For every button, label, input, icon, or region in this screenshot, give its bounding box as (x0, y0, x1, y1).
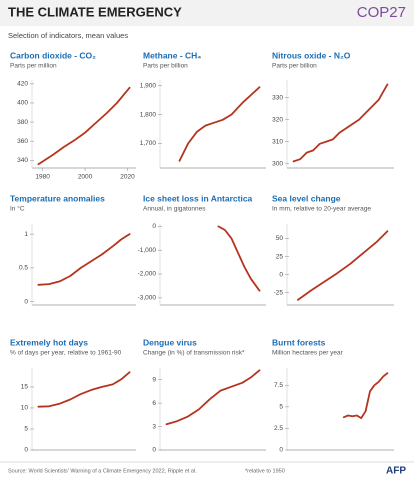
footnote: *relative to 1950 (245, 468, 285, 474)
data-line (292, 83, 389, 163)
panel-title: Extremely hot days (10, 337, 88, 347)
panel-subtitle: Parts per billion (272, 63, 317, 70)
y-tick-label: 300 (272, 160, 283, 167)
y-tick-label: 380 (17, 119, 28, 126)
panel-title: Sea level change (272, 193, 341, 203)
y-tick-label: 0 (279, 271, 283, 278)
panel-subtitle: % of days per year, relative to 1961-90 (10, 350, 122, 357)
y-tick-label: -1,000 (138, 247, 157, 254)
y-tick-label: 15 (21, 384, 29, 391)
data-line (37, 371, 131, 408)
panel-title: Ice sheet loss in Antarctica (143, 193, 253, 203)
panel-subtitle: Parts per billion (143, 63, 188, 70)
y-tick-label: 330 (272, 94, 283, 101)
data-line (342, 372, 389, 419)
y-tick-label: 1,800 (140, 111, 157, 118)
y-tick-label: 2.5 (274, 425, 283, 432)
panel-title: Dengue virus (143, 337, 197, 347)
agency-logo: AFP (386, 466, 406, 477)
y-tick-label: 360 (17, 138, 28, 145)
y-tick-label: 0 (24, 447, 28, 454)
panel-title: Carbon dioxide - CO₂ (10, 50, 96, 60)
y-tick-label: 0 (152, 223, 156, 230)
data-line (297, 230, 389, 301)
y-tick-label: 320 (272, 116, 283, 123)
y-tick-label: 5 (279, 404, 283, 411)
y-tick-label: 10 (21, 405, 29, 412)
data-line (37, 233, 131, 286)
data-line (217, 225, 261, 292)
y-tick-label: 7.5 (274, 382, 283, 389)
y-tick-label: 310 (272, 138, 283, 145)
y-tick-label: 50 (276, 235, 284, 242)
x-tick-label: 1980 (35, 174, 50, 181)
y-tick-label: 6 (152, 400, 156, 407)
panel-subtitle: Parts per million (10, 63, 57, 70)
source: Source: World Scientists' Warning of a C… (8, 468, 197, 474)
panel-title: Nitrous oxide - N₂O (272, 50, 351, 60)
y-tick-label: 420 (17, 81, 28, 88)
y-tick-label: 1 (24, 231, 28, 238)
y-tick-label: 1,700 (140, 140, 157, 147)
data-line (165, 369, 261, 426)
y-tick-label: 5 (24, 426, 28, 433)
logo: COP27 (357, 4, 406, 21)
y-tick-label: 25 (276, 253, 284, 260)
page-subtitle: Selection of indicators, mean values (8, 31, 128, 40)
y-tick-label: 0 (24, 298, 28, 305)
y-tick-label: -25 (274, 289, 284, 296)
y-tick-label: -3,000 (138, 295, 157, 302)
y-tick-label: 0 (152, 447, 156, 454)
data-line (37, 86, 131, 166)
panel-subtitle: Change (in %) of transmission risk* (143, 350, 245, 357)
data-line (178, 86, 261, 162)
y-tick-label: 1,900 (140, 82, 157, 89)
y-tick-label: 0 (279, 447, 283, 454)
y-tick-label: 340 (17, 157, 28, 164)
panel-title: Burnt forests (272, 337, 326, 347)
panel-subtitle: In °C (10, 205, 25, 213)
y-tick-label: 9 (152, 376, 156, 383)
y-tick-label: 0.5 (19, 265, 28, 272)
panel-subtitle: Million hectares per year (272, 350, 344, 357)
panel-subtitle: In mm, relative to 20-year average (272, 206, 371, 213)
x-tick-label: 2020 (120, 174, 135, 181)
panel-title: Methane - CH₄ (143, 50, 201, 60)
panel-title: Temperature anomalies (10, 193, 105, 203)
page-title: THE CLIMATE EMERGENCY (8, 4, 182, 19)
y-tick-label: 400 (17, 100, 28, 107)
header-bar (0, 0, 414, 26)
x-tick-label: 2000 (78, 174, 93, 181)
y-tick-label: 3 (152, 423, 156, 430)
y-tick-label: -2,000 (138, 271, 157, 278)
panel-subtitle: Annual, in gigatonnes (143, 206, 206, 213)
